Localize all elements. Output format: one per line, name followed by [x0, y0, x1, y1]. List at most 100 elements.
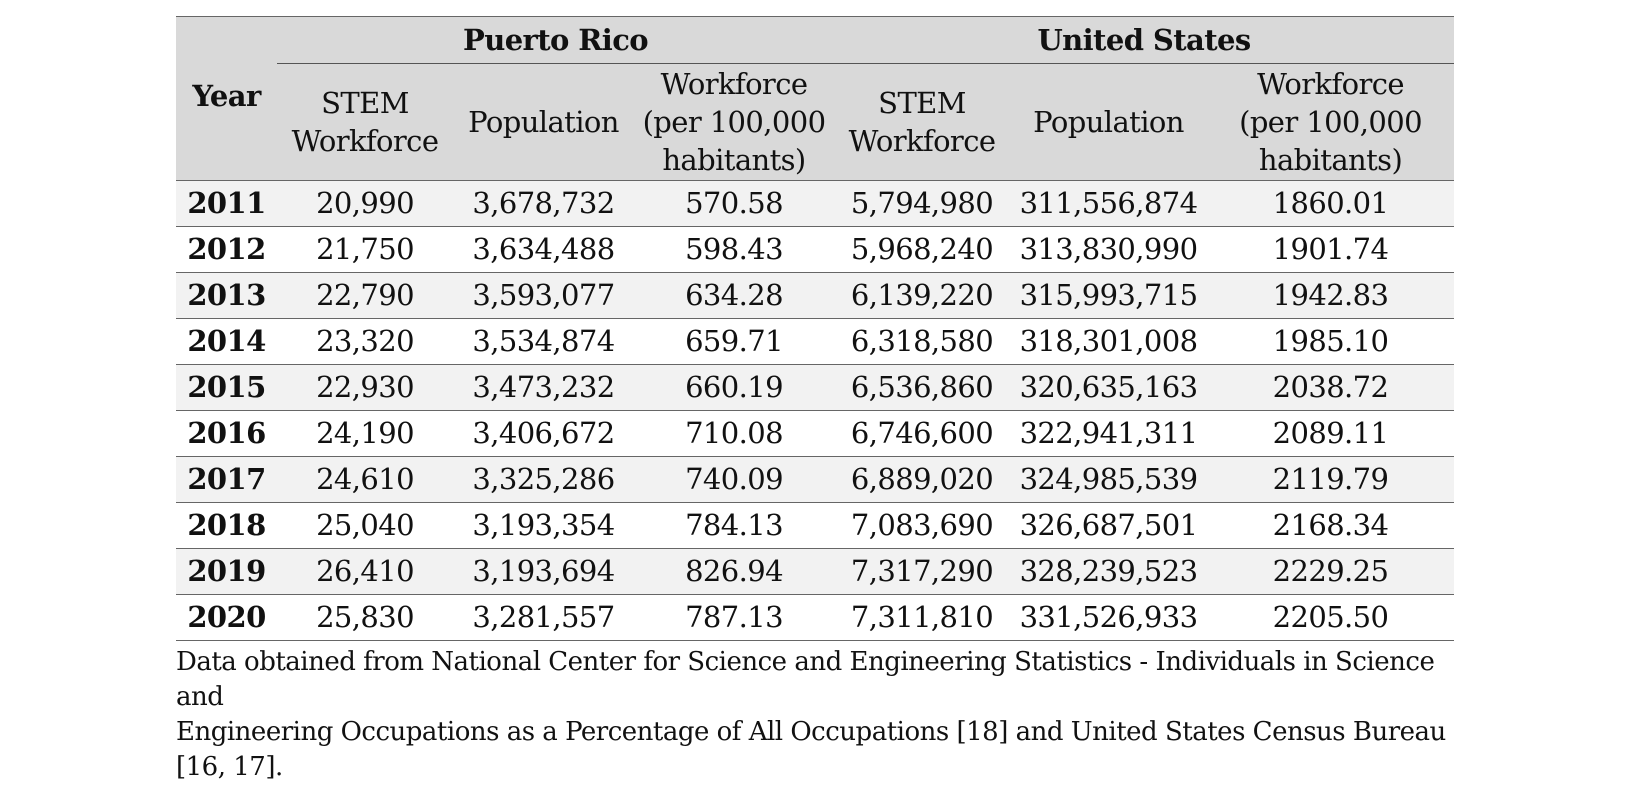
year-cell: 2020	[176, 594, 277, 641]
us-population-header: Population	[1010, 64, 1207, 181]
us-stem-cell: 5,794,980	[850, 186, 994, 220]
header-line: Population	[468, 105, 619, 139]
pr-workforce-cell: 784.13	[634, 502, 835, 549]
table-row: 2017 24,610 3,325,286 740.09 6,889,020 3…	[176, 456, 1455, 503]
table-row: 2018 25,040 3,193,354 784.13 7,083,690 3…	[176, 502, 1455, 549]
header-line: Workforce	[848, 124, 996, 158]
pr-stem-cell: 20,990	[316, 186, 414, 220]
table-row: 2012 21,750 3,634,488 598.43 5,968,240 3…	[176, 226, 1455, 273]
pr-workforce-cell: 826.94	[634, 548, 835, 595]
table-source-note: Data obtained from National Center for S…	[176, 645, 1454, 785]
header-line: STEM	[878, 86, 966, 120]
table-container: Year Puerto Rico United States STEM Work…	[176, 16, 1455, 785]
united-states-header: United States	[834, 16, 1455, 64]
us-workforce-cell: 2089.11	[1207, 410, 1455, 457]
us-population-cell: 315,993,715	[1010, 272, 1208, 319]
us-stem-cell: 6,536,860	[834, 364, 1011, 411]
us-population-cell: 322,941,311	[1010, 410, 1208, 457]
pr-workforce-cell: 570.58	[685, 186, 783, 220]
pr-stem-workforce-header: STEM Workforce	[277, 64, 453, 181]
us-workforce-cell: 1942.83	[1207, 272, 1455, 319]
year-cell: 2012	[176, 226, 277, 273]
us-stem-cell: 7,311,810	[834, 594, 1011, 641]
header-line: habitants)	[1258, 143, 1403, 177]
header-line: Workforce	[660, 67, 808, 101]
header-line: (per 100,000	[1239, 105, 1422, 139]
us-population-cell: 320,635,163	[1010, 364, 1208, 411]
puerto-rico-header: Puerto Rico	[277, 16, 835, 64]
year-cell: 2014	[176, 318, 277, 365]
pr-workforce-cell: 634.28	[634, 272, 835, 319]
pr-workforce-cell: 787.13	[634, 594, 835, 641]
pr-population-cell: 3,534,874	[453, 318, 634, 365]
stem-workforce-table: Year Puerto Rico United States STEM Work…	[176, 16, 1455, 641]
year-cell: 2019	[176, 548, 277, 595]
note-line: Data obtained from National Center for S…	[176, 647, 1435, 712]
us-population-cell: 311,556,874	[1019, 186, 1199, 220]
us-stem-cell: 6,318,580	[834, 318, 1011, 365]
pr-population-cell: 3,193,694	[453, 548, 634, 595]
pr-population-header: Population	[453, 64, 634, 181]
us-workforce-cell: 2038.72	[1207, 364, 1455, 411]
note-line: Engineering Occupations as a Percentage …	[176, 717, 1446, 782]
pr-workforce-cell: 740.09	[634, 456, 835, 503]
pr-stem-cell: 26,410	[277, 548, 453, 595]
pr-stem-cell: 24,190	[277, 410, 453, 457]
table-row: 2013 22,790 3,593,077 634.28 6,139,220 3…	[176, 272, 1455, 319]
group-header-row: Year Puerto Rico United States	[176, 16, 1455, 113]
us-stem-workforce-header: STEM Workforce	[834, 64, 1010, 181]
year-cell: 2016	[176, 410, 277, 457]
us-stem-cell: 7,083,690	[834, 502, 1011, 549]
us-stem-cell: 7,317,290	[834, 548, 1011, 595]
pr-stem-cell: 25,830	[277, 594, 453, 641]
pr-population-cell: 3,406,672	[453, 410, 634, 457]
header-line: habitants)	[662, 143, 806, 177]
pr-stem-cell: 23,320	[277, 318, 453, 365]
table-row: 2016 24,190 3,406,672 710.08 6,746,600 3…	[176, 410, 1455, 457]
pr-workforce-per-100k-header: Workforce (per 100,000 habitants)	[634, 64, 834, 181]
year-header: Year	[192, 79, 261, 113]
us-workforce-per-100k-header: Workforce (per 100,000 habitants)	[1207, 64, 1454, 181]
pr-population-cell: 3,281,557	[453, 594, 634, 641]
us-workforce-cell: 2229.25	[1207, 548, 1455, 595]
table-body: 2011 20,990 3,678,732 570.58 5,794,980 3…	[176, 180, 1455, 641]
us-workforce-cell: 2205.50	[1207, 594, 1455, 641]
pr-population-cell: 3,678,732	[472, 186, 615, 220]
table-row: 2011 20,990 3,678,732 570.58 5,794,980 3…	[176, 180, 1455, 227]
us-population-cell: 313,830,990	[1010, 226, 1208, 273]
pr-stem-cell: 22,790	[277, 272, 453, 319]
year-cell: 2017	[176, 456, 277, 503]
year-cell: 2013	[176, 272, 277, 319]
us-stem-cell: 6,746,600	[834, 410, 1011, 457]
header-line: Population	[1033, 105, 1184, 139]
pr-population-cell: 3,473,232	[453, 364, 634, 411]
us-population-cell: 331,526,933	[1010, 594, 1208, 641]
us-population-cell: 324,985,539	[1010, 456, 1208, 503]
year-cell: 2018	[176, 502, 277, 549]
pr-workforce-cell: 598.43	[634, 226, 835, 273]
header-line: (per 100,000	[642, 105, 826, 139]
us-workforce-cell: 2119.79	[1207, 456, 1455, 503]
table-row: 2015 22,930 3,473,232 660.19 6,536,860 3…	[176, 364, 1455, 411]
us-stem-cell: 5,968,240	[834, 226, 1011, 273]
table-header: Year Puerto Rico United States STEM Work…	[176, 16, 1455, 181]
header-line: STEM	[321, 86, 409, 120]
us-population-cell: 328,239,523	[1010, 548, 1208, 595]
us-population-cell: 326,687,501	[1010, 502, 1208, 549]
pr-stem-cell: 21,750	[277, 226, 453, 273]
pr-stem-cell: 24,610	[277, 456, 453, 503]
us-stem-cell: 6,139,220	[834, 272, 1011, 319]
table-row: 2014 23,320 3,534,874 659.71 6,318,580 3…	[176, 318, 1455, 365]
year-cell: 2011	[187, 186, 266, 220]
column-header-row: STEM Workforce Population Workforce (per…	[176, 63, 1455, 181]
us-workforce-cell: 1860.01	[1272, 186, 1389, 220]
us-workforce-cell: 2168.34	[1207, 502, 1455, 549]
pr-workforce-cell: 659.71	[634, 318, 835, 365]
header-line: Workforce	[291, 124, 439, 158]
pr-workforce-cell: 660.19	[634, 364, 835, 411]
table-row: 2020 25,830 3,281,557 787.13 7,311,810 3…	[176, 594, 1455, 641]
header-line: Workforce	[1257, 67, 1404, 101]
table-row: 2019 26,410 3,193,694 826.94 7,317,290 3…	[176, 548, 1455, 595]
pr-population-cell: 3,325,286	[453, 456, 634, 503]
pr-population-cell: 3,634,488	[453, 226, 634, 273]
